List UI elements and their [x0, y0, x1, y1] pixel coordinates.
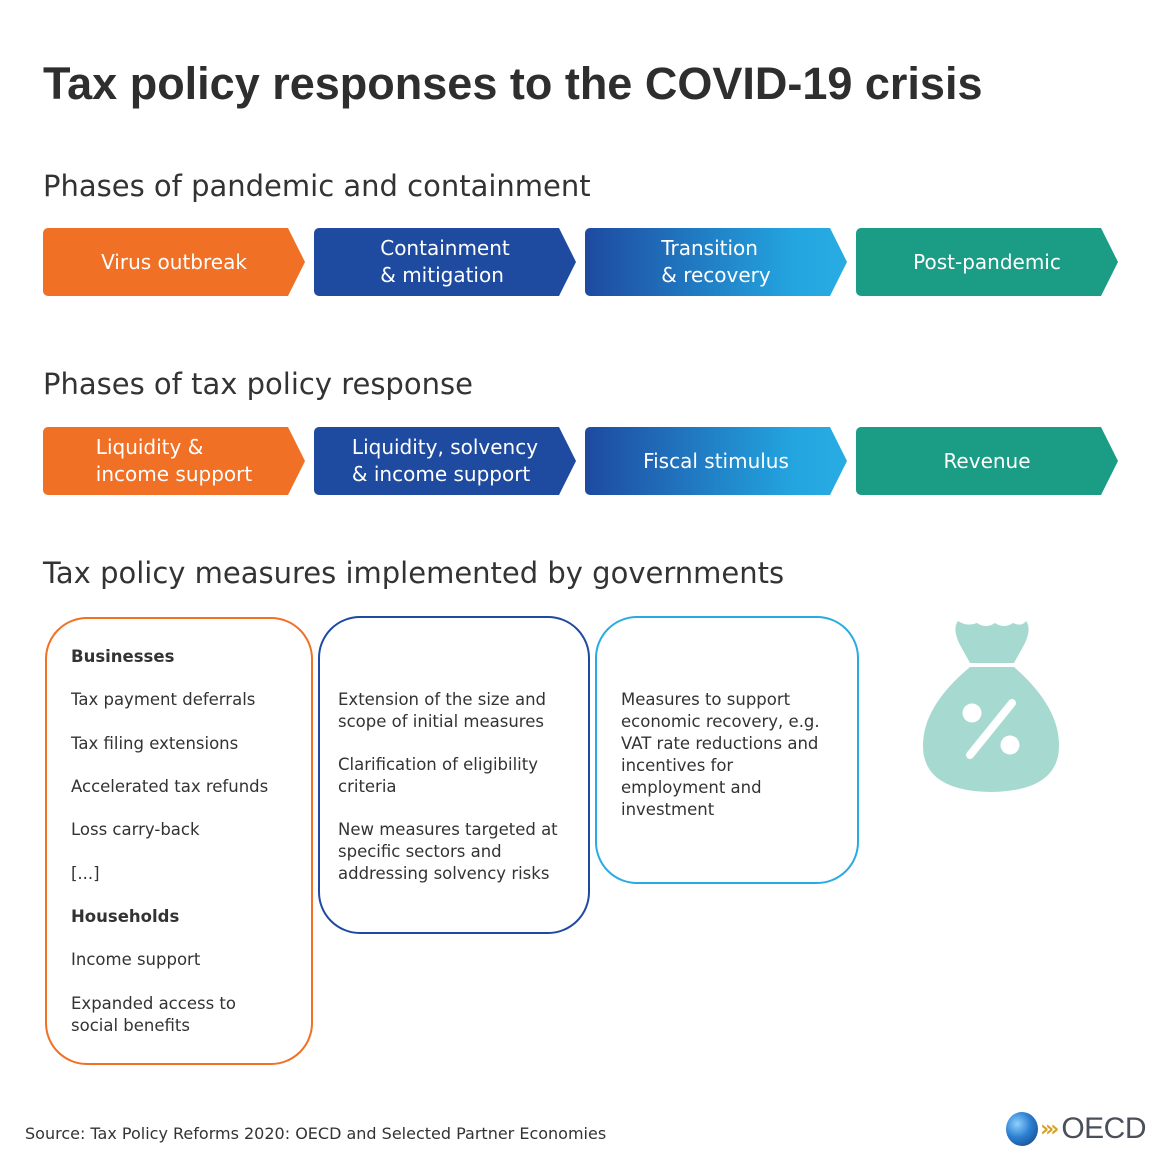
households-heading: Households [71, 907, 180, 926]
tax-phases-heading: Phases of tax policy response [43, 367, 473, 401]
tax-phases-row: Liquidity & income support Liquidity, so… [43, 427, 1133, 495]
phase-post-pandemic: Post-pandemic [856, 228, 1118, 296]
source-note: Source: Tax Policy Reforms 2020: OECD an… [25, 1124, 607, 1143]
phase-label: Containment & mitigation [380, 236, 510, 287]
list-item: Tax payment deferrals [71, 690, 256, 709]
chevrons-icon: ››› [1040, 1116, 1059, 1142]
phase-containment: Containment & mitigation [314, 228, 576, 296]
list-item: Measures to support economic recovery, e… [621, 690, 820, 819]
businesses-heading: Businesses [71, 647, 175, 666]
phase-revenue: Revenue [856, 427, 1118, 495]
pandemic-phases-row: Virus outbreak Containment & mitigation … [43, 228, 1133, 296]
list-item: Clarification of eligibility criteria [338, 755, 538, 796]
list-item: Accelerated tax refunds [71, 777, 269, 796]
oecd-logo: ››› OECD [1006, 1110, 1146, 1148]
page-title: Tax policy responses to the COVID-19 cri… [43, 58, 983, 109]
globe-icon [1006, 1112, 1039, 1146]
phase-label: Liquidity & income support [95, 435, 253, 486]
phase-liquidity-solvency: Liquidity, solvency & income support [314, 427, 576, 495]
list-item: [...] [71, 864, 100, 883]
phase-liquidity-income: Liquidity & income support [43, 427, 305, 495]
phase-label: Fiscal stimulus [643, 448, 789, 473]
phase-label: Post-pandemic [913, 249, 1061, 274]
logo-text: OECD [1061, 1112, 1146, 1145]
list-item: Expanded access to social benefits [71, 994, 236, 1035]
list-item: Tax filing extensions [71, 734, 239, 753]
measures-box-liquidity: Businesses Tax payment deferrals Tax fil… [45, 617, 313, 1065]
measures-heading: Tax policy measures implemented by gover… [43, 556, 785, 590]
phase-fiscal-stimulus: Fiscal stimulus [585, 427, 847, 495]
phase-label: Transition & recovery [661, 236, 771, 287]
list-item: Extension of the size and scope of initi… [338, 690, 546, 731]
measures-box-stimulus: Measures to support economic recovery, e… [595, 616, 859, 884]
phase-transition: Transition & recovery [585, 228, 847, 296]
money-bag-percent-icon [922, 621, 1060, 792]
phase-label: Liquidity, solvency & income support [351, 435, 539, 486]
list-item: New measures targeted at specific sector… [338, 820, 558, 883]
phase-label: Virus outbreak [101, 249, 247, 274]
list-item: Income support [71, 950, 201, 969]
list-item: Loss carry-back [71, 820, 200, 839]
measures-box-solvency: Extension of the size and scope of initi… [318, 616, 590, 934]
phase-virus-outbreak: Virus outbreak [43, 228, 305, 296]
pandemic-phases-heading: Phases of pandemic and containment [43, 169, 591, 203]
phase-label: Revenue [943, 448, 1031, 473]
